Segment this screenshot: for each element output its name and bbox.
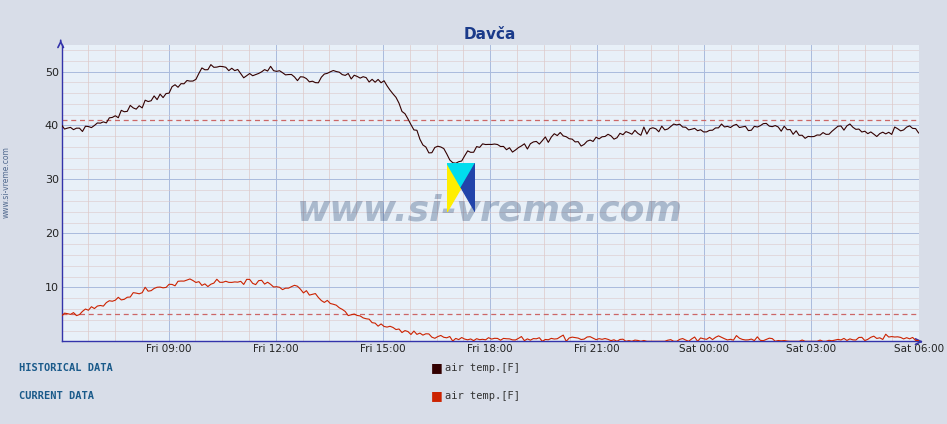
Polygon shape bbox=[447, 163, 475, 187]
Polygon shape bbox=[447, 163, 461, 212]
Text: www.si-vreme.com: www.si-vreme.com bbox=[1, 146, 10, 218]
Text: www.si-vreme.com: www.si-vreme.com bbox=[297, 194, 683, 228]
Title: Davča: Davča bbox=[464, 27, 516, 42]
Text: air temp.[F]: air temp.[F] bbox=[445, 391, 520, 401]
Text: air temp.[F]: air temp.[F] bbox=[445, 363, 520, 373]
Text: ■: ■ bbox=[431, 388, 442, 402]
Text: ■: ■ bbox=[431, 361, 442, 374]
Text: CURRENT DATA: CURRENT DATA bbox=[19, 391, 94, 401]
Polygon shape bbox=[461, 163, 475, 212]
Text: HISTORICAL DATA: HISTORICAL DATA bbox=[19, 363, 113, 373]
